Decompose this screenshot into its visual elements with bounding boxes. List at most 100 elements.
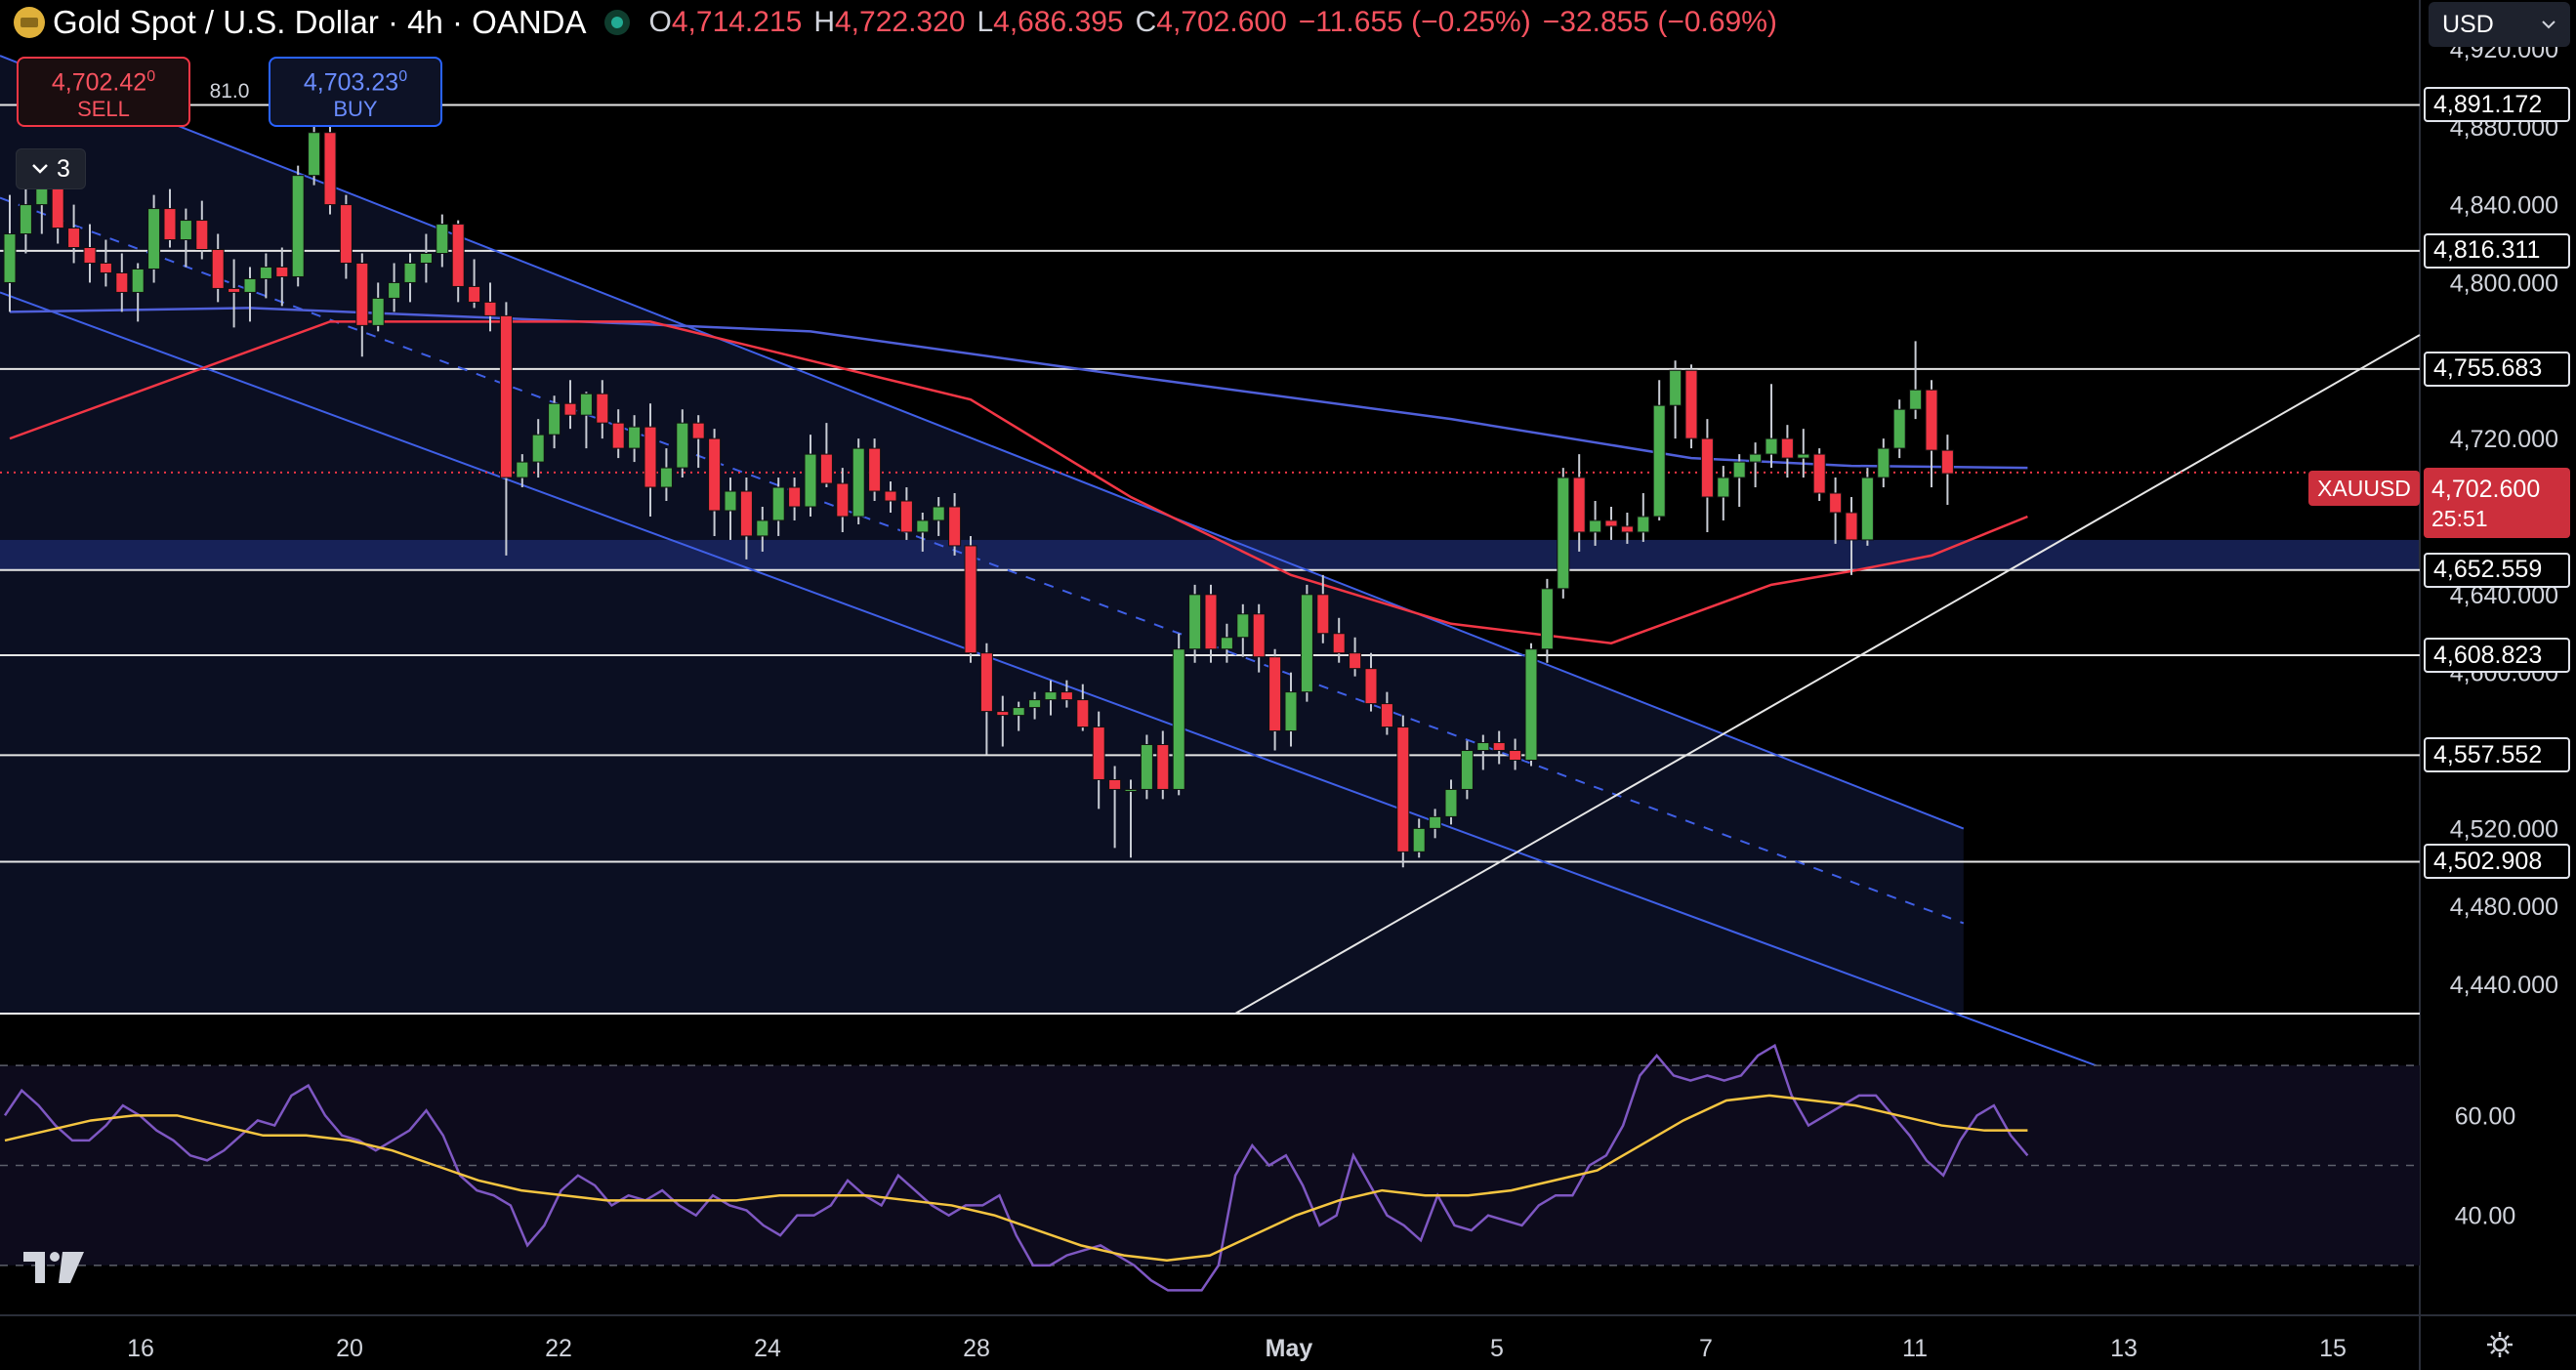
candle-body — [611, 422, 625, 449]
candle-body — [1268, 656, 1282, 732]
level-price-tag[interactable]: 4,816.311 — [2424, 232, 2570, 269]
candle — [1028, 691, 1042, 720]
candle — [1540, 578, 1554, 663]
candle-body — [1860, 477, 1874, 541]
candle — [1076, 684, 1090, 731]
candle-body — [3, 233, 17, 283]
candle — [1812, 448, 1826, 502]
candle — [1444, 779, 1458, 825]
candle — [275, 247, 289, 307]
time-tick-label: 24 — [754, 1335, 781, 1362]
candle-body — [468, 285, 481, 303]
candle — [83, 224, 97, 283]
buy-button[interactable]: 4,703.230 BUY — [269, 57, 442, 127]
level-price-tag[interactable]: 4,891.172 — [2424, 87, 2570, 123]
level-price-tag[interactable]: 4,557.552 — [2424, 737, 2570, 773]
candle — [1140, 734, 1153, 800]
candle-body — [916, 519, 930, 533]
gear-icon[interactable] — [2485, 1330, 2514, 1359]
candle-body — [83, 247, 97, 264]
candle-body — [1012, 707, 1025, 717]
candle-body — [1108, 778, 1122, 790]
candle-body — [1412, 827, 1426, 852]
rsi-tick-label: 60.00 — [2455, 1102, 2516, 1130]
indicators-toggle-button[interactable]: 3 — [16, 148, 86, 189]
candle — [228, 259, 241, 328]
candle-body — [339, 204, 353, 264]
candle — [1780, 425, 1794, 478]
candle — [1172, 633, 1185, 796]
candle — [1349, 637, 1362, 677]
candle-body — [548, 402, 561, 436]
candle — [403, 253, 417, 303]
candle — [1860, 468, 1874, 546]
sell-label: SELL — [77, 96, 130, 121]
sell-price: 4,702.42 — [51, 68, 147, 97]
candle — [163, 188, 177, 248]
level-price-tag[interactable]: 4,502.908 — [2424, 844, 2570, 880]
candle — [1604, 507, 1618, 540]
candle-body — [1684, 369, 1698, 439]
chevron-down-icon — [32, 164, 48, 174]
currency-label: USD — [2442, 10, 2494, 38]
candle — [1396, 715, 1410, 868]
candle-body — [1749, 453, 1763, 463]
candle-body — [1349, 652, 1362, 670]
candle — [1332, 617, 1346, 663]
candle — [3, 194, 17, 312]
candle-body — [1877, 447, 1890, 478]
price-tick-label: 4,480.000 — [2450, 893, 2558, 921]
candle-body — [1717, 477, 1730, 498]
symbol-title[interactable]: Gold Spot / U.S. Dollar · 4h · OANDA — [53, 4, 587, 40]
level-price-tag[interactable]: 4,652.559 — [2424, 552, 2570, 588]
candle — [1732, 454, 1746, 507]
candle — [291, 165, 305, 287]
candle-body — [436, 224, 449, 255]
candle-body — [195, 220, 209, 251]
currency-select[interactable]: USD — [2429, 2, 2570, 47]
candle-body — [1396, 727, 1410, 852]
candle — [451, 220, 465, 303]
candle-body — [1652, 404, 1666, 518]
candle — [1108, 766, 1122, 849]
open-label: O — [648, 6, 672, 38]
candle — [419, 233, 433, 283]
time-tick-label: May — [1266, 1335, 1313, 1362]
level-price-tag[interactable]: 4,608.823 — [2424, 638, 2570, 674]
open-value: 4,714.215 — [671, 6, 803, 38]
high-value: 4,722.320 — [835, 6, 966, 38]
candle — [1765, 384, 1778, 469]
sell-button[interactable]: 4,702.420 SELL — [17, 57, 190, 127]
candle-body — [115, 271, 129, 293]
candle — [1845, 497, 1858, 575]
candle — [516, 454, 529, 488]
buy-price: 4,703.23 — [303, 68, 399, 97]
candle — [1909, 341, 1923, 420]
candle-body — [1220, 637, 1233, 650]
candle — [388, 263, 401, 312]
market-status-icon[interactable] — [603, 10, 630, 35]
candle — [563, 380, 577, 430]
candle — [1092, 711, 1105, 810]
candle — [499, 302, 513, 556]
candle-body — [1092, 727, 1105, 780]
candle-body — [1589, 519, 1602, 533]
rsi-panel — [0, 1043, 2420, 1292]
candle-body — [1892, 408, 1906, 449]
candles — [3, 106, 1954, 868]
candle-body — [1669, 369, 1683, 406]
candle — [483, 282, 497, 332]
candle — [884, 481, 897, 513]
candle-body — [596, 393, 609, 424]
candle-body — [1332, 633, 1346, 654]
candle — [1557, 468, 1570, 599]
candle-body — [1316, 594, 1330, 635]
candle — [436, 214, 449, 268]
spread-value: 81.0 — [209, 80, 250, 103]
tradingview-logo-icon[interactable] — [23, 1248, 92, 1287]
candle-body — [771, 486, 785, 521]
candle — [531, 419, 545, 478]
candle — [932, 497, 945, 536]
level-price-tag[interactable]: 4,755.683 — [2424, 351, 2570, 387]
